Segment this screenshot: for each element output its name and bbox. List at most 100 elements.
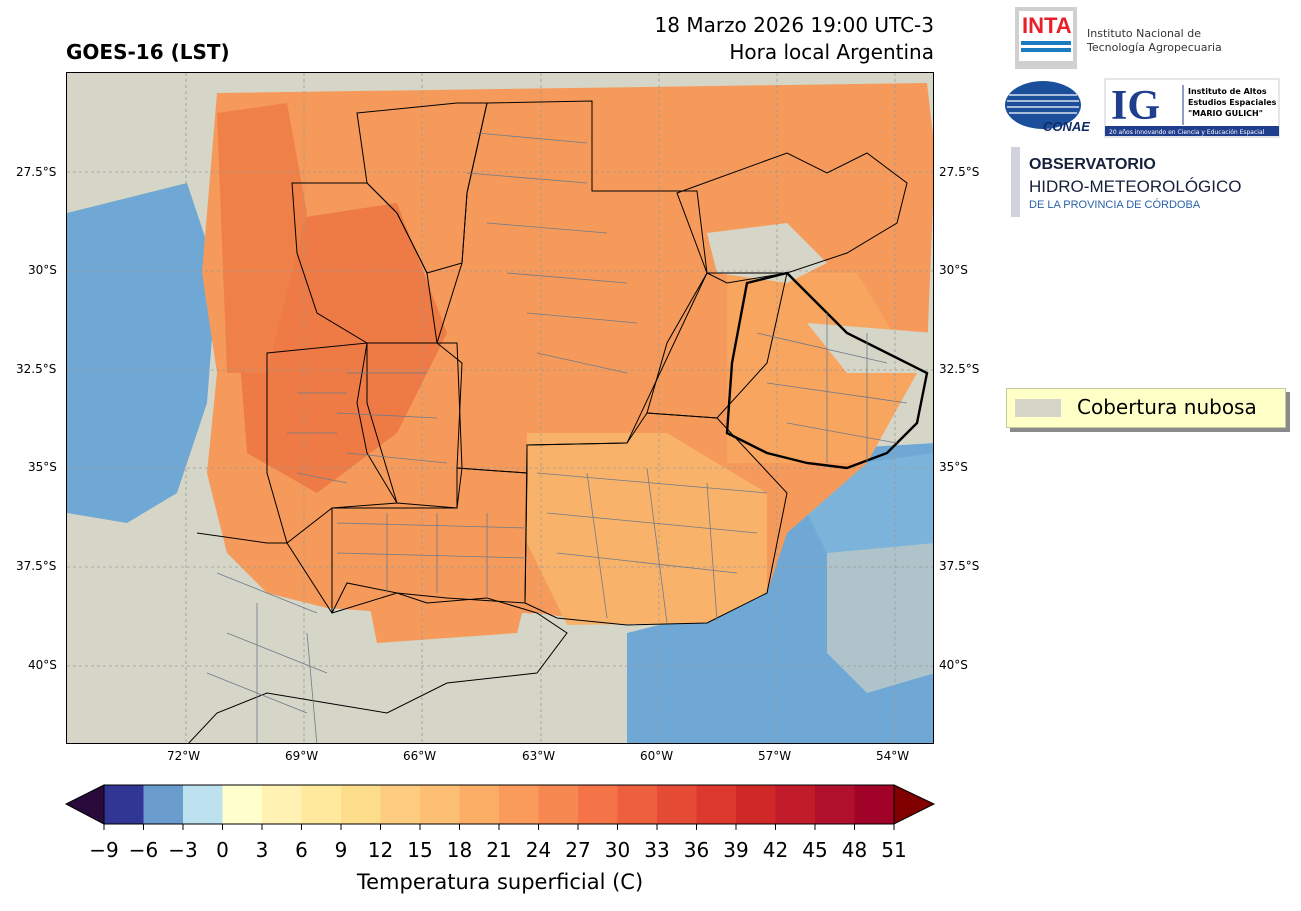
colorbar-tick-label: 39 xyxy=(723,838,749,862)
lat-label-left: 30°S xyxy=(28,263,57,277)
product-title: GOES-16 (LST) xyxy=(66,40,230,64)
colorbar-cell xyxy=(538,785,579,824)
colorbar-cell xyxy=(222,785,263,824)
cloud-patch xyxy=(67,73,217,143)
colorbar-tick-label: 21 xyxy=(486,838,512,862)
cloud-patch xyxy=(707,223,827,283)
lat-label-right: 32.5°S xyxy=(939,362,980,376)
colorbar-under-arrow xyxy=(64,784,105,825)
colorbar-tick-label: 0 xyxy=(216,838,229,862)
cloud-cover-swatch xyxy=(1015,399,1061,417)
lat-label-right: 37.5°S xyxy=(939,559,980,573)
ig-mark: IG xyxy=(1111,83,1160,129)
colorbar-cell xyxy=(183,785,223,824)
graticule xyxy=(67,73,933,743)
conae-mark: CONAE xyxy=(1043,119,1090,134)
cloud-cover-label: Cobertura nubosa xyxy=(1077,395,1257,419)
colorbar-cells xyxy=(104,785,895,824)
lat-label-right: 40°S xyxy=(939,658,968,672)
department-borders xyxy=(206,132,908,743)
colorbar-tick-label: 6 xyxy=(295,838,308,862)
colorbar-cell xyxy=(696,785,737,824)
colorbar-tick-label: 9 xyxy=(334,838,348,862)
colorbar-cell xyxy=(657,785,697,824)
cloud-cover-legend: Cobertura nubosa xyxy=(1006,388,1286,428)
colorbar-cell xyxy=(380,785,421,824)
ig-tagline: 20 años innovando en Ciencia y Educación… xyxy=(1109,129,1265,136)
obs-line-2: HIDRO-METEOROLÓGICO xyxy=(1029,177,1242,196)
colorbar-tick-label: 18 xyxy=(446,838,473,862)
colorbar-cell xyxy=(262,785,302,824)
datetime-text: 18 Marzo 2026 19:00 UTC-3 xyxy=(654,13,934,37)
colorbar-cell xyxy=(499,785,539,824)
local-time-note: Hora local Argentina xyxy=(729,40,934,64)
ig-logo: IG Instituto de Altos Estudios Espaciale… xyxy=(1104,78,1280,138)
colorbar-cell xyxy=(854,785,895,824)
inta-name-2: Tecnología Agropecuaria xyxy=(1086,41,1222,54)
lat-label-left: 27.5°S xyxy=(16,165,57,179)
colorbar-tick-label: 33 xyxy=(644,838,670,862)
lat-label-left: 32.5°S xyxy=(16,362,57,376)
buenos-aires-warm-field xyxy=(527,433,767,625)
inta-logo: INTA Instituto Nacional de Tecnología Ag… xyxy=(1015,7,1222,69)
colorbar-tick-label: 45 xyxy=(802,838,828,862)
colorbar-tick-label: 36 xyxy=(683,838,710,862)
inta-name-1: Instituto Nacional de xyxy=(1087,27,1201,40)
institution-logos: INTA Instituto Nacional de Tecnología Ag… xyxy=(1005,7,1280,217)
colorbar-tick-label: −6 xyxy=(128,838,159,862)
obs-line-3: DE LA PROVINCIA DE CÓRDOBA xyxy=(1029,198,1201,211)
colorbar-tick-label: 42 xyxy=(762,838,789,862)
ocean-cloud-streaks xyxy=(827,543,933,693)
observatorio-logo: OBSERVATORIO HIDRO-METEOROLÓGICO DE LA P… xyxy=(1011,147,1242,217)
colorbar xyxy=(64,784,936,830)
map-svg xyxy=(67,73,933,743)
conae-logo: CONAE xyxy=(1005,81,1090,134)
uruguay-warm-field xyxy=(727,273,917,463)
lat-label-left: 37.5°S xyxy=(16,559,57,573)
colorbar-tick-labels: −9 −6 −3 0 3 6 9 12 15 18 21 24 27 30 33 36 39 42 45 48 51 xyxy=(0,0,906,862)
colorbar-cell xyxy=(143,785,184,824)
ig-name-2: Estudios Espaciales xyxy=(1188,98,1277,107)
lon-label: 72°W xyxy=(167,749,201,763)
colorbar-tickmarks xyxy=(103,824,895,830)
temperature-map xyxy=(66,72,934,744)
colorbar-tick-label: 27 xyxy=(565,838,591,862)
colorbar-tick-label: 15 xyxy=(407,838,433,862)
ig-name-1: Instituto de Altos xyxy=(1188,87,1267,96)
northwest-hot-strip xyxy=(217,103,307,373)
colorbar-cell xyxy=(815,785,855,824)
colorbar-tick-label: 12 xyxy=(367,838,394,862)
colorbar-tick-label: 24 xyxy=(525,838,552,862)
colorbar-cell xyxy=(301,785,342,824)
colorbar-cell xyxy=(459,785,500,824)
lat-label-left: 35°S xyxy=(28,460,57,474)
colorbar-cell xyxy=(736,785,776,824)
colorbar-cell xyxy=(775,785,816,824)
colorbar-cell xyxy=(104,785,144,824)
lat-label-left: 40°S xyxy=(28,658,57,672)
lat-label-right: 35°S xyxy=(939,460,968,474)
lon-label: 66°W xyxy=(403,749,437,763)
lon-label: 54°W xyxy=(876,749,910,763)
colorbar-cell xyxy=(578,785,618,824)
inta-mark: INTA xyxy=(1022,13,1072,38)
colorbar-tick-label: 30 xyxy=(604,838,631,862)
lon-label: 60°W xyxy=(640,749,674,763)
colorbar-cell xyxy=(617,785,658,824)
datetime-title: 18 Marzo 2026 19:00 UTC-3 Hora local Arg… xyxy=(655,12,934,66)
lat-label-right: 30°S xyxy=(939,263,968,277)
colorbar-tick-label: −3 xyxy=(168,838,198,862)
colorbar-over-arrow xyxy=(893,784,936,825)
colorbar-tick-label: −9 xyxy=(89,838,119,862)
colorbar-tick-label: 48 xyxy=(841,838,868,862)
colorbar-cell xyxy=(420,785,460,824)
obs-line-1: OBSERVATORIO xyxy=(1029,156,1156,173)
province-borders xyxy=(188,100,908,743)
patagonia-cloud-area xyxy=(187,613,626,743)
lat-label-right: 27.5°S xyxy=(939,165,980,179)
la-pampa-warm-field xyxy=(367,593,527,643)
ig-name-3: "MARIO GULICH" xyxy=(1188,109,1263,118)
lon-label: 69°W xyxy=(285,749,319,763)
lon-label: 63°W xyxy=(522,749,556,763)
colorbar-label: Temperatura superficial (C) xyxy=(356,870,644,894)
